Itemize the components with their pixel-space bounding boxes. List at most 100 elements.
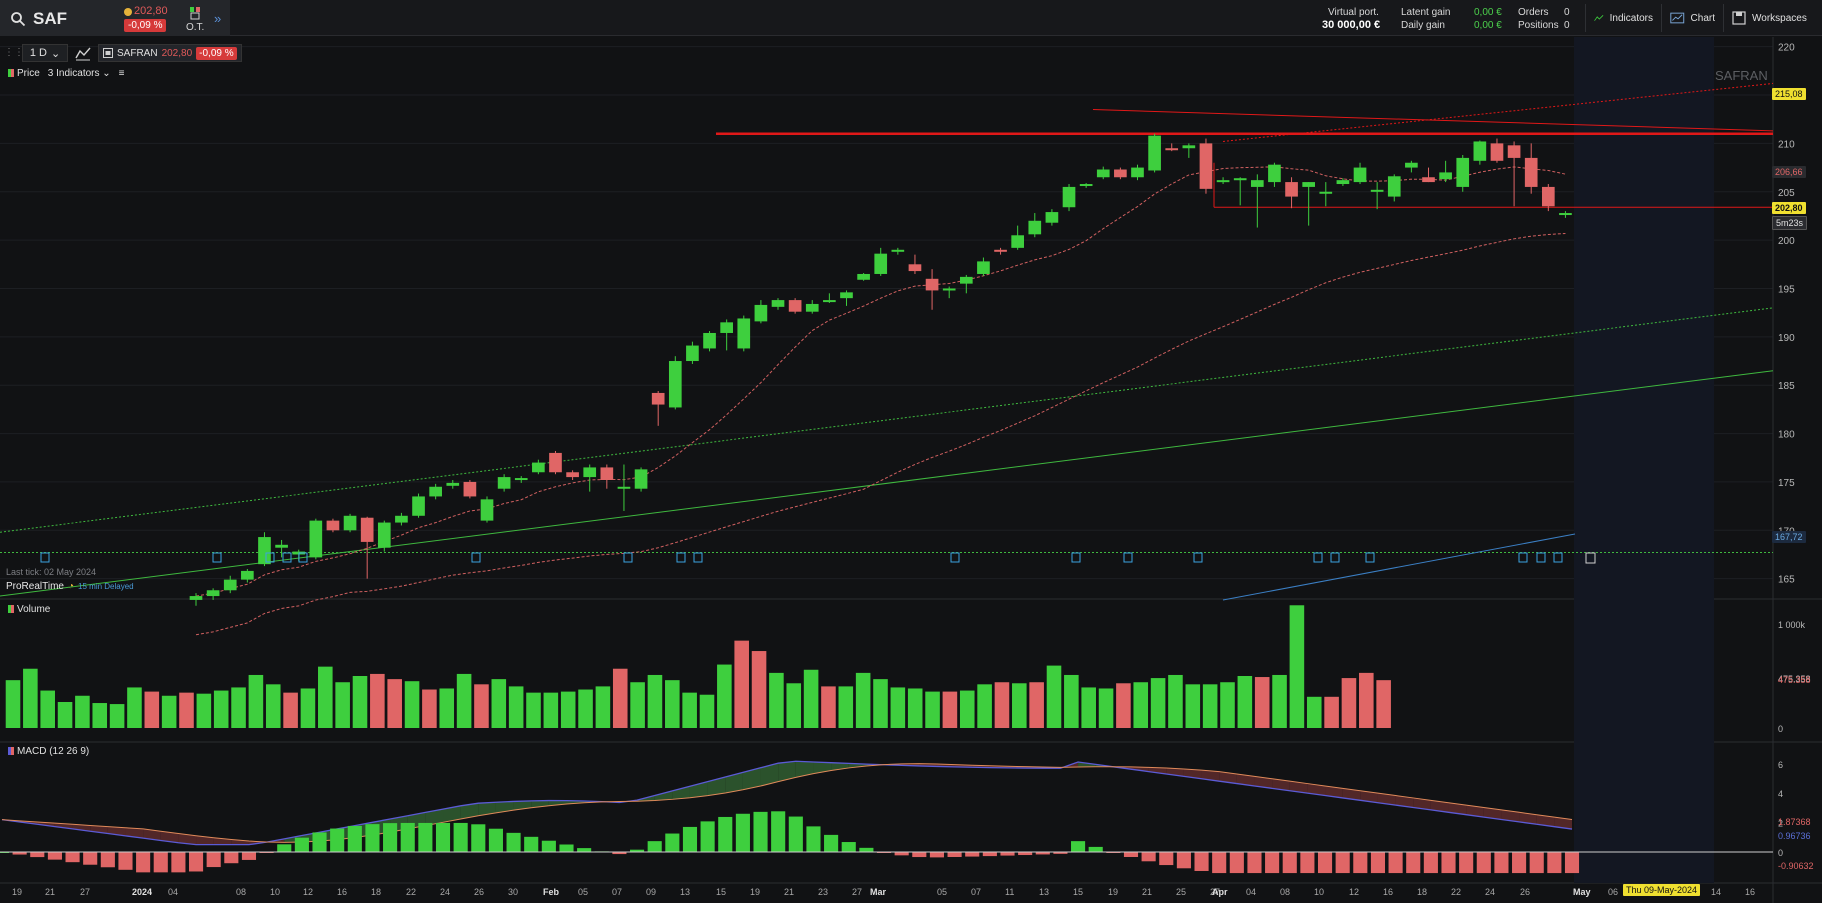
order-ticket-icon[interactable] — [188, 6, 202, 20]
y-tick-label: 200 — [1778, 236, 1795, 247]
candle-body — [959, 276, 973, 284]
candle-body — [857, 273, 870, 280]
macd-fill — [1236, 773, 1255, 786]
delay-note: 15 min Delayed — [78, 582, 134, 591]
candle-body — [1285, 182, 1298, 197]
x-tick-label: 19 — [12, 887, 22, 897]
candle-body — [600, 467, 614, 480]
candle-body — [1473, 141, 1487, 161]
x-tick-label: 05 — [937, 887, 947, 897]
badge-macd-2: 0.96736 — [1778, 831, 1811, 841]
candle-body — [1250, 180, 1264, 187]
workspaces-button[interactable]: Workspaces — [1723, 4, 1822, 32]
volume-legend[interactable]: Volume — [8, 604, 50, 615]
workspaces-label: Workspaces — [1752, 12, 1807, 24]
price-axis[interactable]: 2202152102052001951901851801751701651 00… — [1778, 43, 1811, 858]
trend-lines[interactable] — [0, 82, 1774, 636]
time-axis[interactable]: 19 21 27 2024 04 08 10 12 16 18 22 24 26 30 Feb 05 07 09 1… — [12, 887, 1755, 897]
macd-histogram-bar — [577, 848, 592, 852]
indicators-dropdown[interactable]: 3 Indicators ⌄ — [47, 68, 111, 79]
macd-line — [1, 760, 1573, 846]
macd-axis-label: 0 — [1778, 848, 1783, 858]
event-markers[interactable] — [40, 552, 1596, 564]
volume-bar — [404, 681, 420, 728]
header-price: 202,80 — [134, 5, 168, 17]
macd-histogram-bar — [1317, 852, 1333, 874]
chart-button[interactable]: Chart — [1661, 4, 1723, 32]
x-tick-label: 2024 — [132, 887, 152, 897]
price-legend: Price 3 Indicators ⌄ ≡ — [8, 68, 125, 79]
macd-fill — [125, 827, 144, 839]
timeframe-selector[interactable]: 1 D ⌄ — [22, 44, 68, 62]
event-marker-icon — [1553, 552, 1563, 563]
chart-toolbar: ⋮⋮ 1 D ⌄ SAFRAN 202,80 -0,09 % — [4, 43, 242, 63]
list-icon[interactable]: ≡ — [118, 68, 125, 79]
macd-histogram-bar — [1353, 852, 1368, 874]
event-marker-icon — [950, 552, 960, 563]
search-icon[interactable] — [10, 11, 26, 27]
volume-bar — [647, 674, 663, 728]
x-tick-label: 08 — [1280, 887, 1290, 897]
candle-body — [1096, 169, 1110, 178]
volume-bar — [179, 692, 194, 728]
candle-body — [908, 264, 922, 272]
badge-countdown: 5m23s — [1772, 216, 1808, 230]
descending-trendline — [1092, 109, 1774, 132]
macd-fill — [654, 790, 673, 801]
volume-axis-label: 475.358 — [1778, 674, 1811, 684]
indicators-button[interactable]: Indicators — [1585, 4, 1661, 32]
candle-body — [1045, 212, 1059, 223]
volume-bars — [5, 605, 1391, 728]
volume-bar — [890, 687, 906, 728]
order-ticket-label[interactable]: O.T. — [186, 22, 205, 33]
x-tick-label: 25 — [1176, 887, 1186, 897]
macd-histogram-bar — [859, 847, 874, 852]
macd-histogram-bar — [1053, 852, 1068, 854]
price-legend-item[interactable]: Price — [8, 68, 40, 79]
expand-chevron-icon[interactable]: » — [214, 11, 222, 26]
top-bar: SAF 202,80 -0,09 % O.T. » Virtual port. … — [0, 0, 1822, 36]
macd-fill — [54, 823, 73, 829]
volume-bar — [699, 694, 715, 728]
ticker-symbol[interactable]: SAF — [33, 9, 67, 28]
volume-bar — [439, 688, 455, 728]
event-marker-icon — [212, 552, 222, 563]
cursor-date-badge: Thu 09-May-2024 — [1623, 884, 1701, 896]
volume-bar — [1341, 678, 1357, 728]
macd-histogram-bar — [718, 816, 733, 852]
instrument-search[interactable]: SAF 202,80 -0,09 % O.T. » — [0, 0, 230, 36]
macd-axis-label: 6 — [1778, 760, 1783, 770]
macd-histogram-bar — [665, 833, 680, 852]
event-marker-icon — [1518, 552, 1528, 563]
x-tick-label: 19 — [1108, 887, 1118, 897]
macd-histogram-bar — [1476, 852, 1491, 874]
x-tick-label: 09 — [646, 887, 656, 897]
candle-body — [720, 322, 733, 333]
logo-text: ProRealTime — [6, 581, 64, 592]
drag-handle-icon[interactable]: ⋮⋮ — [4, 47, 24, 58]
macd-legend[interactable]: MACD (12 26 9) — [8, 746, 89, 757]
macd-histogram-bar — [153, 852, 168, 873]
macd-indicator — [0, 760, 1773, 874]
candle-body — [1268, 164, 1281, 183]
instrument-tag[interactable]: SAFRAN 202,80 -0,09 % — [98, 44, 242, 62]
macd-histogram-bar — [224, 852, 239, 864]
macd-histogram-bar — [1229, 852, 1244, 874]
instrument-change-badge: -0,09 % — [196, 46, 237, 60]
orders-label: Orders — [1518, 7, 1549, 18]
chart-type-icon[interactable] — [74, 44, 92, 62]
x-tick-label: 26 — [1520, 887, 1530, 897]
candle-body — [1524, 157, 1538, 187]
dashed-trend-channel — [0, 307, 1774, 533]
candle-body — [634, 469, 648, 489]
last-tick-label: Last tick: 02 May 2024 — [6, 567, 97, 577]
event-marker-icon — [623, 552, 633, 563]
macd-histogram-bar — [929, 852, 944, 858]
badge-upper-trendline: 215,08 — [1772, 88, 1806, 100]
macd-histogram-bar — [312, 832, 327, 852]
macd-fill — [1483, 807, 1502, 820]
candle-body — [566, 472, 579, 478]
candlesticks[interactable] — [189, 133, 1572, 606]
candle-body — [1199, 143, 1213, 189]
